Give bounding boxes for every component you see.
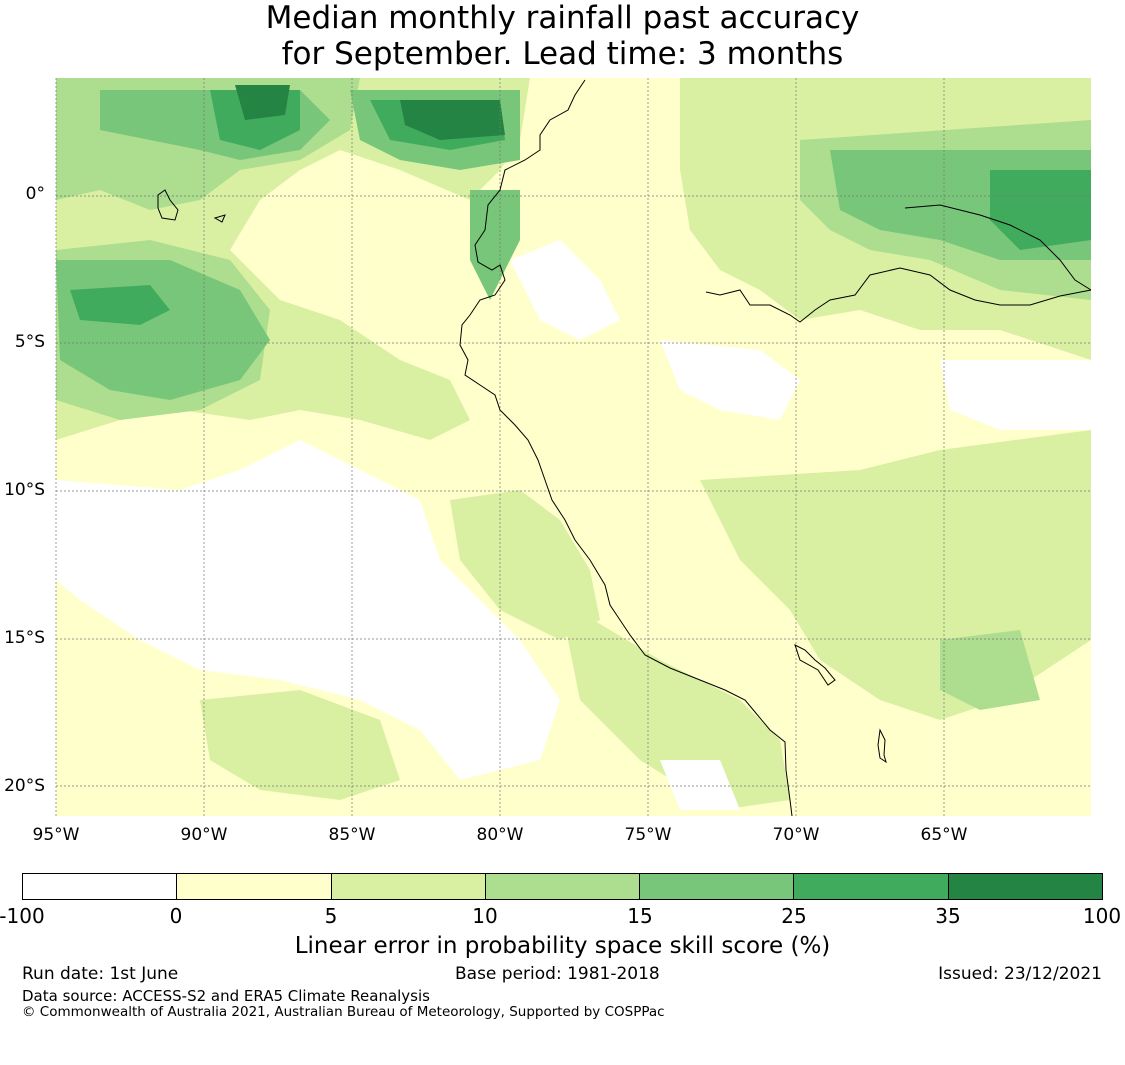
lat-label-10s: 10°S (4, 480, 45, 500)
region-below0-coast (510, 240, 620, 340)
region-below0-interior (660, 340, 800, 420)
galapagos-islands (157, 189, 179, 221)
colorbar-tick-label: 5 (324, 904, 338, 928)
amazon-river-north (904, 204, 1092, 291)
colorbar-tick-label: 10 (472, 904, 498, 928)
coastlines (157, 79, 1092, 817)
lon-label-70w: 70°W (772, 825, 820, 845)
skill-score-map (55, 78, 1092, 817)
colorbar-segment-3 (331, 874, 486, 899)
lake-titicaca (794, 644, 836, 686)
colorbar-tick-label: 35 (935, 904, 961, 928)
lon-label-65w: 65°W (920, 825, 968, 845)
amazon-river (705, 267, 1092, 323)
region-10to15-southeast (940, 630, 1040, 710)
region-15to25-coast (470, 190, 520, 300)
lat-label-15s: 15°S (4, 628, 45, 648)
colorbar (22, 873, 1103, 900)
region-below0-east (940, 360, 1091, 430)
gridlines (55, 78, 1091, 816)
region-25to35-northeast (990, 170, 1091, 250)
skill-regions (56, 78, 1091, 810)
lat-label-5s: 5°S (14, 332, 45, 352)
lon-label-90w: 90°W (180, 825, 228, 845)
map-title-line-2: for September. Lead time: 3 months (281, 36, 844, 72)
south-america-coastline (459, 79, 793, 817)
lon-label-85w: 85°W (328, 825, 376, 845)
colorbar-segment-2 (177, 874, 332, 899)
colorbar-tick-label: 25 (781, 904, 807, 928)
region-25to35-west (70, 285, 170, 325)
lat-label-20s: 20°S (4, 776, 45, 796)
lon-label-80w: 80°W (476, 825, 524, 845)
colorbar-segment-5 (640, 874, 795, 899)
colorbar-tick-label: 0 (169, 904, 183, 928)
region-south-5to10 (200, 690, 400, 800)
colorbar-segment-4 (485, 874, 641, 899)
region-35to100-northwest (235, 85, 290, 120)
map-title-line-1: Median monthly rainfall past accuracy (265, 0, 860, 36)
colorbar-label: Linear error in probability space skill … (294, 933, 831, 959)
colorbar-tick-label: 100 (1082, 904, 1122, 928)
colorbar-segment-1 (23, 874, 178, 899)
galapagos-island-small (213, 214, 226, 223)
lon-label-75w: 75°W (624, 825, 672, 845)
base-period: Base period: 1981-2018 (455, 964, 660, 984)
data-source: Data source: ACCESS-S2 and ERA5 Climate … (22, 987, 430, 1005)
colorbar-segment-6 (794, 874, 949, 899)
salar-outline (877, 728, 887, 764)
colorbar-segment-7 (948, 874, 1102, 899)
run-date: Run date: 1st June (22, 964, 179, 984)
region-below0-south (660, 760, 740, 810)
copyright: © Commonwealth of Australia 2021, Austra… (22, 1004, 665, 1020)
lon-label-95w: 95°W (32, 825, 80, 845)
region-below0-ocean (56, 440, 560, 780)
issued-date: Issued: 23/12/2021 (938, 964, 1102, 984)
colorbar-tick-label: 15 (627, 904, 653, 928)
colorbar-tick-label: -100 (0, 904, 45, 928)
lat-label-0: 0° (25, 184, 45, 204)
region-southcoast-5to10 (560, 600, 790, 810)
region-35to100-north (400, 100, 505, 140)
